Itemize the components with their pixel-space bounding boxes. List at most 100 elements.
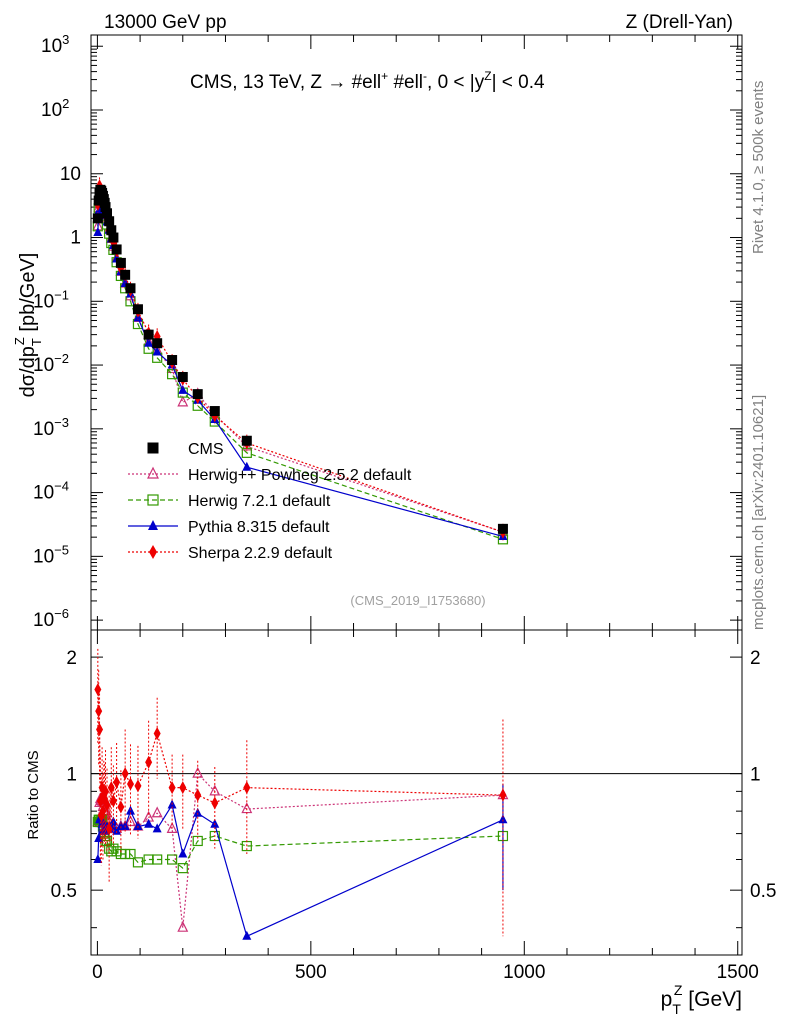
legend-entry: Herwig++ Powheg 2.5.2 default [128,466,412,484]
legend-label: Sherpa 2.2.9 default [188,545,333,562]
y-tick-label: 10−3 [33,415,69,440]
ratio-point [144,818,154,828]
legend-marker [147,466,159,479]
ratio-point [211,796,219,810]
y-tick-label: 10−4 [33,479,69,504]
series-layer [92,177,509,545]
ratio-point [194,788,202,802]
data-point [120,269,131,280]
data-point [167,369,178,380]
ratio-point [177,863,188,874]
ratio-tick-label-left: 1 [66,765,77,786]
legend-entry: Herwig 7.2.1 default [128,493,331,510]
y-tick-label: 10−6 [33,606,69,631]
y-tick-label: 102 [41,96,69,121]
ratio-point [192,835,203,847]
ratio-point [152,854,163,865]
ratio-layer [91,648,742,940]
ratio-point [117,800,125,814]
data-point [94,205,104,215]
ratio-point [113,775,121,789]
ratio-point [125,848,136,860]
data-point [143,329,154,340]
header-right: Z (Drell-Yan) [626,12,733,33]
data-point [100,202,111,213]
data-point [152,346,162,356]
ratio-point [177,920,189,932]
data-point [102,208,113,219]
legend-entry: Pythia 8.315 default [128,519,330,536]
data-point [111,244,122,255]
ratio-point [152,823,162,833]
rivet-version-text: Rivet 4.1.0, ≥ 500k events [750,81,767,254]
x-tick-label: 500 [295,962,327,983]
legend-label: Herwig++ Powheg 2.5.2 default [188,467,412,484]
data-point [497,523,508,534]
ratio-y-axis-label: Ratio to CMS [25,750,42,839]
ratio-point [168,781,176,795]
source-text: mcplots.cern.ch [arXiv:2401.10621] [750,395,767,630]
ratio-point [178,848,188,858]
legend-marker [148,520,158,530]
ratio-point [132,857,144,868]
ratio-point [93,854,103,864]
ratio-plot-frame [90,629,743,956]
data-point [209,406,220,417]
ratio-point [106,846,117,857]
legend-label: Herwig 7.2.1 default [188,493,331,510]
ratio-line-sherpa-2-2-9-default [97,689,503,829]
data-point [106,225,117,236]
ratio-point [166,822,178,833]
ratio-point [96,723,104,737]
ratio-tick-label-right: 1 [750,765,761,786]
ratio-point [499,788,507,802]
series-line-herwig-7-2-1-default [97,196,504,540]
x-tick-label: 1000 [503,962,545,983]
legend-label: CMS [188,441,224,458]
ratio-line-pythia-8-315-default [97,803,504,938]
data-point [177,395,189,407]
legend-label: Pythia 8.315 default [188,519,330,536]
ratio-point [134,779,142,793]
legend-entry: Sherpa 2.2.9 default [128,545,333,562]
legend-marker [147,494,159,506]
ratio-point [153,726,161,740]
ratio-point [179,781,187,795]
ratio-point [94,832,104,842]
ratio-point [126,777,134,791]
ratio-point [145,755,153,769]
y-tick-label: 10−5 [33,542,69,567]
data-point [242,461,252,471]
analysis-watermark: (CMS_2019_I1753680) [350,593,485,608]
y-tick-label: 10−2 [33,351,69,376]
ratio-tick-label-right: 0.5 [750,881,776,902]
ratio-point [243,781,251,795]
x-tick-label: 0 [92,962,103,983]
ratio-point [133,821,143,831]
data-point [144,337,154,347]
data-point [241,435,252,446]
y-tick-label: 10−1 [33,287,69,312]
ratio-line-herwig-powheg-2-5-2-default [97,772,503,928]
data-point [108,232,119,243]
data-point [132,304,143,315]
ratio-point [498,814,508,824]
x-tick-label: 1500 [717,962,759,983]
y-tick-label: 1 [70,228,81,249]
data-point [125,283,136,294]
series-line-pythia-8-315-default [97,195,504,538]
data-point [104,216,115,227]
ratio-tick-label-right: 2 [750,648,761,669]
data-point [192,389,203,400]
y-axis-label: dσ/dpTZ [pb/GeV] [12,253,44,398]
data-point [167,355,178,366]
axes-layer: 10−6 10−5 10−4 10−3 10−2 10−1 1 10 102 103 0 500 100… [33,32,776,983]
main-plot-frame [90,34,743,631]
y-tick-label: 103 [41,32,69,57]
ratio-tick-label-left: 2 [66,648,77,669]
ratio-point [209,784,221,796]
data-point [93,226,103,236]
legend-marker [147,442,159,454]
ratio-point [112,825,122,835]
